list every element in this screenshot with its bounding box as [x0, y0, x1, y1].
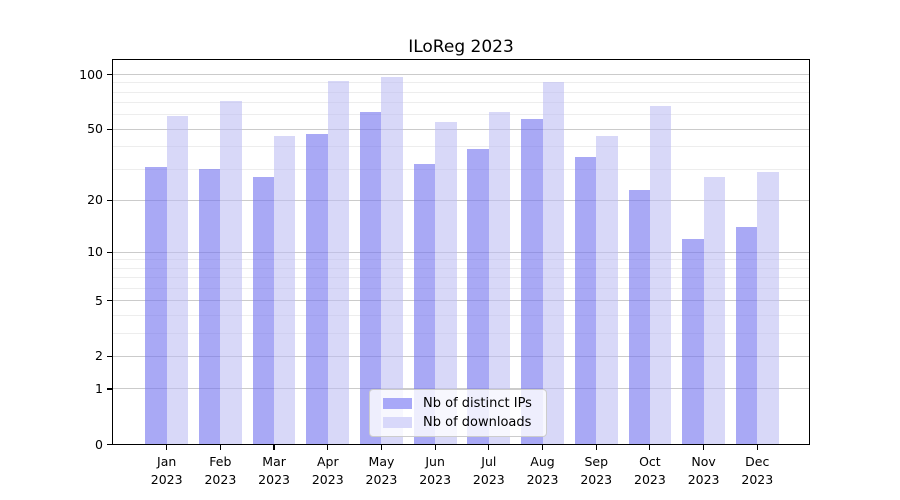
gridline-minor [113, 91, 810, 93]
x-tick-mark [273, 444, 275, 450]
x-tick-label: Dec 2023 [741, 453, 774, 488]
gridline-major [113, 300, 810, 302]
x-tick-mark [756, 444, 758, 450]
x-tick-label: Mar 2023 [258, 453, 290, 488]
bar-downloads [703, 177, 725, 445]
bar-distinct-ips [467, 148, 489, 445]
bar-distinct-ips [521, 118, 543, 445]
gridline-minor [113, 146, 810, 148]
bar-downloads [542, 81, 564, 445]
y-tick-mark [107, 73, 113, 76]
x-tick-label: May 2023 [365, 453, 398, 488]
bar-distinct-ips [628, 189, 650, 445]
legend-label-downloads: Nb of downloads [423, 415, 532, 430]
legend-swatch-downloads [383, 417, 412, 428]
x-tick-mark [434, 444, 436, 450]
y-tick-mark [107, 388, 113, 390]
y-tick-mark [107, 300, 113, 302]
bar-distinct-ips [413, 164, 436, 445]
gridline-minor [113, 259, 810, 261]
gridline-major [113, 388, 810, 390]
bar-downloads [274, 135, 296, 445]
bar-downloads [381, 76, 403, 445]
gridline-minor [113, 267, 810, 269]
legend-item-distinct-ips: Nb of distinct IPs [383, 396, 546, 411]
x-tick-mark [166, 444, 168, 450]
gridline-minor [113, 287, 810, 289]
gridline-minor [113, 277, 810, 279]
x-tick-label: Jan 2023 [150, 453, 183, 488]
bar-distinct-ips [360, 112, 382, 445]
bar-distinct-ips [252, 177, 275, 445]
y-tick-mark [107, 199, 113, 201]
bar-distinct-ips [682, 238, 704, 445]
bar-downloads [327, 81, 350, 445]
bar-downloads [435, 121, 457, 445]
bar-distinct-ips [574, 157, 597, 445]
y-tick-label: 2 [95, 348, 103, 364]
bar-downloads [649, 106, 672, 445]
x-tick-mark [703, 444, 705, 450]
y-tick-mark [107, 251, 113, 253]
x-tick-label: Jun 2023 [419, 453, 452, 488]
bar-downloads [596, 135, 618, 445]
bar-downloads [488, 112, 511, 445]
bar-distinct-ips [198, 169, 221, 445]
gridline-minor [113, 314, 810, 316]
gridline-minor [113, 168, 810, 170]
gridline-major [113, 355, 810, 357]
legend-label-distinct-ips: Nb of distinct IPs [423, 396, 532, 411]
legend: Nb of distinct IPs Nb of downloads [369, 389, 547, 437]
chart-title: ILoReg 2023 [408, 37, 514, 57]
y-tick-label: 10 [87, 244, 103, 260]
x-tick-mark [219, 444, 221, 450]
gridline-major [113, 128, 810, 130]
y-tick-label: 5 [95, 292, 103, 308]
bar-downloads [220, 100, 242, 445]
x-tick-label: Feb 2023 [204, 453, 237, 488]
x-tick-mark [327, 444, 329, 450]
x-tick-mark [541, 444, 544, 450]
bar-distinct-ips [735, 227, 758, 445]
y-tick-label: 1 [95, 380, 103, 396]
bar-downloads [757, 171, 779, 445]
y-tick-label: 50 [87, 121, 103, 137]
gridline-minor [113, 114, 810, 116]
x-tick-label: Nov 2023 [687, 453, 720, 488]
x-tick-mark [595, 444, 597, 450]
x-tick-mark [649, 444, 651, 450]
x-tick-mark [488, 444, 490, 450]
x-tick-mark [380, 444, 383, 450]
gridline-major [113, 74, 810, 75]
y-tick-mark [107, 128, 113, 130]
gridline-minor [113, 82, 810, 84]
y-tick-label: 100 [79, 66, 103, 82]
bar-distinct-ips [306, 134, 328, 445]
bar-downloads [166, 116, 189, 445]
x-tick-label: Jul 2023 [472, 453, 505, 488]
gridline-minor [113, 332, 810, 334]
gridline-major [113, 199, 810, 201]
bar-distinct-ips [145, 166, 167, 445]
x-tick-label: Aug 2023 [526, 453, 559, 488]
legend-item-downloads: Nb of downloads [383, 415, 546, 430]
x-tick-label: Oct 2023 [634, 453, 666, 488]
y-tick-label: 20 [87, 192, 103, 208]
x-tick-label: Sep 2023 [580, 453, 613, 488]
y-tick-mark [107, 443, 113, 446]
legend-swatch-distinct-ips [383, 398, 412, 409]
y-tick-label: 0 [95, 436, 103, 452]
x-tick-label: Apr 2023 [311, 453, 344, 488]
gridline-major [113, 251, 810, 253]
gridline-minor [113, 102, 810, 104]
y-tick-mark [107, 355, 113, 357]
